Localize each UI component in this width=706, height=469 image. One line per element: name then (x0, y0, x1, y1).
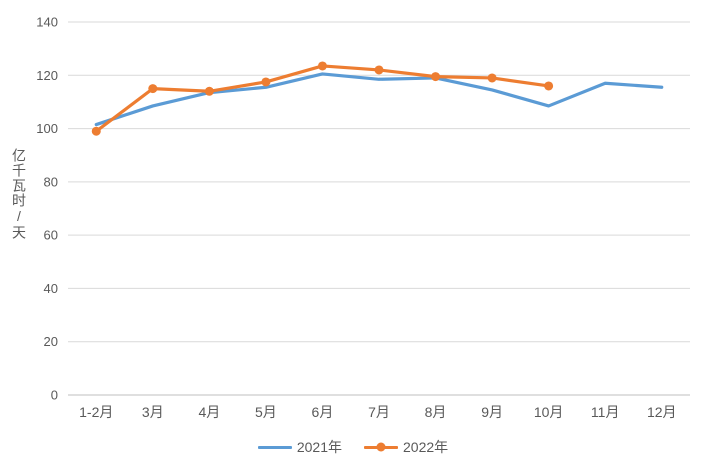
x-axis-label: 10月 (534, 404, 564, 420)
x-axis-label: 11月 (591, 404, 620, 420)
series-line-2021年 (94, 72, 664, 127)
legend-item-2022: 2022年 (364, 437, 448, 457)
x-axis-label: 7月 (368, 404, 390, 420)
legend-line-swatch-2021 (257, 445, 292, 449)
x-axis-label: 4月 (198, 404, 220, 420)
data-point-marker (148, 84, 158, 94)
data-point-marker (261, 77, 271, 87)
y-tick-label: 0 (51, 388, 58, 403)
y-axis-title: 亿千瓦时/天 (11, 148, 27, 240)
legend-label-2021: 2021年 (296, 439, 342, 455)
x-axis-label: 9月 (481, 404, 503, 420)
x-axis-label: 12月 (647, 404, 677, 420)
data-point-marker (374, 65, 384, 75)
data-point-marker (91, 126, 101, 136)
x-axis-label: 6月 (312, 404, 334, 420)
legend-marker-dot (376, 442, 386, 452)
chart-legend: 2021年 2022年 (0, 437, 706, 457)
y-tick-label: 20 (44, 334, 58, 349)
y-tick-label: 120 (36, 68, 58, 83)
data-point-marker (317, 61, 327, 71)
x-axis-label: 8月 (425, 404, 447, 420)
data-point-marker (204, 86, 214, 96)
data-point-marker (487, 73, 497, 83)
data-point-marker (544, 81, 554, 91)
data-point-marker (431, 72, 441, 82)
y-tick-label: 80 (44, 174, 58, 189)
legend-item-2021: 2021年 (257, 437, 342, 457)
legend-label-2022: 2022年 (403, 439, 449, 455)
y-tick-label: 40 (44, 281, 58, 296)
x-axis-label: 3月 (142, 404, 164, 420)
y-tick-label: 60 (44, 228, 58, 243)
y-tick-label: 100 (36, 121, 58, 136)
x-axis-label: 5月 (255, 404, 277, 420)
x-axis-label: 1-2月 (79, 404, 113, 420)
y-tick-label: 140 (36, 15, 58, 30)
legend-line-swatch-2022 (364, 442, 398, 452)
